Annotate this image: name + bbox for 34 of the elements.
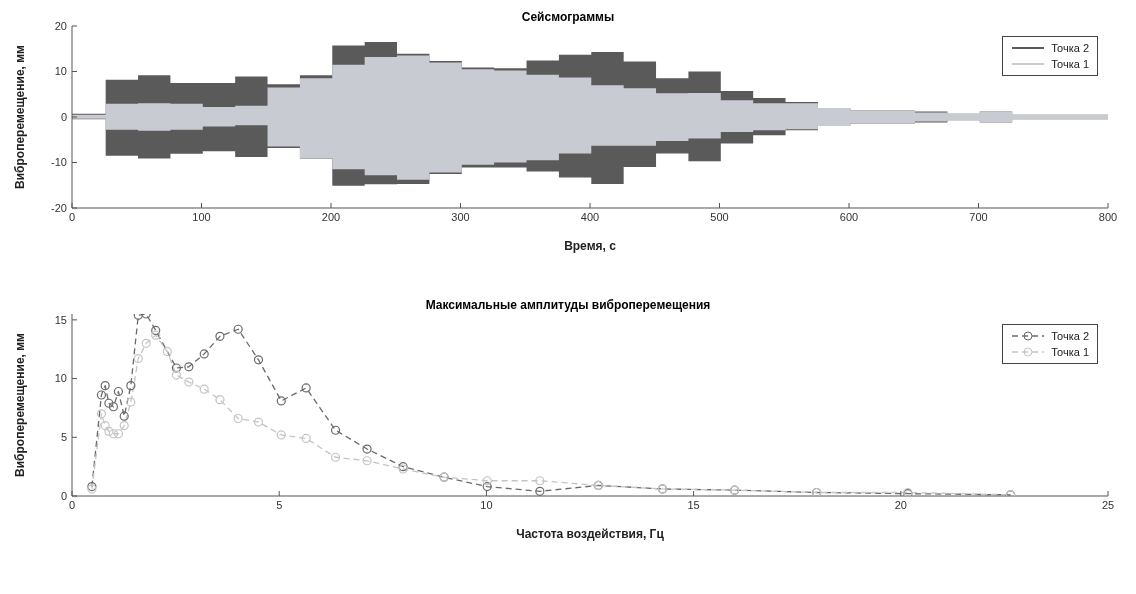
x-tick-label: 20 [894,498,907,511]
legend-label: Точка 1 [1051,345,1089,360]
y-tick-label: -20 [51,201,67,214]
chart-title: Максимальные амплитуды виброперемещения [424,298,712,312]
x-tick-label: 700 [969,210,988,223]
y-axis-title: Виброперемещение, мм [13,332,28,477]
x-tick-label: 100 [192,210,211,223]
x-tick-label: 800 [1098,210,1118,223]
x-tick-label: 0 [68,498,76,511]
chart-title: Сейсмограммы [521,10,615,24]
x-tick-label: 500 [710,210,729,223]
y-tick-label: 15 [54,313,67,326]
x-tick-label: 5 [276,498,283,511]
y-tick-label: 10 [54,372,67,385]
x-tick-label: 25 [1101,498,1115,511]
legend-label: Точка 2 [1051,41,1089,56]
y-tick-label: 20 [54,19,67,32]
x-tick-label: 200 [321,210,341,223]
x-tick-label: 15 [687,498,700,511]
y-tick-label: 5 [60,431,67,444]
legend-label: Точка 1 [1051,57,1089,72]
x-axis-title: Частота воздействия, Гц [516,527,665,541]
y-tick-label: -10 [51,156,67,169]
x-tick-label: 0 [68,210,76,223]
x-tick-label: 300 [451,210,470,223]
x-tick-label: 400 [580,210,600,223]
y-tick-label: 0 [60,110,67,123]
x-axis-title: Время, с [564,239,617,253]
y-axis-title: Виброперемещение, мм [13,44,28,189]
legend-label: Точка 2 [1051,329,1089,344]
x-tick-label: 10 [480,498,493,511]
x-tick-label: 600 [839,210,859,223]
y-tick-label: 0 [60,489,67,502]
y-tick-label: 10 [54,65,67,78]
